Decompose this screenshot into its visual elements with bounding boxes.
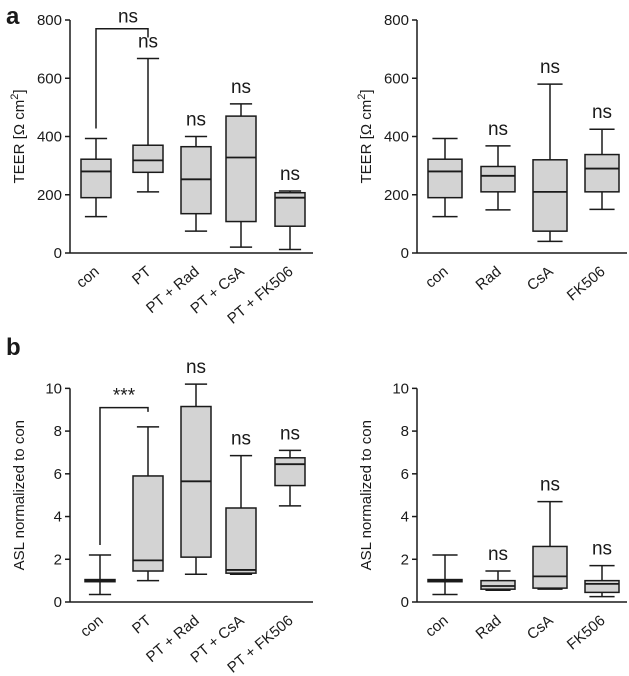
x-category-label: con [77,612,106,641]
x-category-label: PT [129,612,155,637]
y-tick-label: 800 [37,12,62,29]
bracket-significance-label: *** [113,386,136,407]
y-tick-label: 400 [384,129,409,146]
y-axis-label: ASL normalized to con [358,420,375,570]
x-category-label: con [422,612,451,641]
x-category-label: con [422,263,451,292]
y-tick-label: 10 [45,380,62,397]
box-iqr [132,475,164,572]
box-iqr [480,579,516,590]
x-category-label: Rad [473,263,505,294]
y-tick-label: 2 [54,551,62,568]
panel-label-b: b [6,334,21,361]
y-tick-label: 200 [37,187,62,204]
box-iqr [132,144,164,174]
y-axis-label-superscript: 2 [356,94,368,100]
y-axis-label: ASL normalized to con [11,420,28,570]
y-tick-label: 600 [37,70,62,87]
x-category-label: FK506 [564,612,609,653]
y-axis-label: TEER [Ω cm2] [9,89,28,183]
significance-label: ns [540,475,560,496]
box-iqr [225,507,257,574]
significance-label: ns [186,110,206,131]
x-category-label: PT [129,263,155,288]
y-tick-label: 8 [54,423,62,440]
y-tick-label: 8 [401,423,409,440]
significance-label: ns [231,429,251,450]
box-iqr [480,165,516,193]
comparison-bracket [95,27,149,129]
significance-label: ns [138,31,158,52]
y-tick-label: 4 [54,509,62,526]
x-category-label: CsA [524,612,557,643]
x-category-label: CsA [524,263,557,294]
y-axis-label-text: TEER [ [358,134,375,183]
box-iqr [584,153,620,193]
box-iqr [584,579,620,594]
significance-label: ns [231,77,251,98]
y-tick-label: 0 [401,245,409,262]
y-tick-label: 10 [392,380,409,397]
y-axis-label-close: ] [358,89,375,93]
y-tick-label: 600 [384,70,409,87]
y-axis-label-unit: Ω cm [11,100,28,135]
significance-label: ns [186,357,206,378]
box-iqr [225,115,257,223]
panel-label-a: a [6,3,20,30]
y-tick-label: 800 [384,12,409,29]
x-category-label: FK506 [564,263,609,304]
y-axis-label-superscript: 2 [9,94,21,100]
y-tick-label: 6 [54,466,62,483]
box-iqr [532,159,568,232]
significance-label: ns [592,539,612,560]
box-iqr [427,158,463,199]
y-tick-label: 400 [37,129,62,146]
y-tick-label: 0 [54,594,62,611]
box-iqr [532,545,568,589]
y-axis-label-unit: Ω cm [358,100,375,135]
significance-label: ns [280,423,300,444]
significance-label: ns [488,544,508,565]
significance-label: ns [488,119,508,140]
y-tick-label: 0 [401,594,409,611]
x-category-label: Rad [473,612,505,643]
significance-label: ns [592,102,612,123]
y-axis-label-close: ] [11,89,28,93]
y-axis-label: TEER [Ω cm2] [356,89,375,183]
significance-label: ns [280,164,300,185]
significance-label: ns [540,57,560,78]
y-axis-label-text: TEER [ [11,134,28,183]
y-tick-label: 6 [401,466,409,483]
comparison-bracket [99,406,149,545]
y-tick-label: 4 [401,509,409,526]
y-tick-label: 200 [384,187,409,204]
y-tick-label: 2 [401,551,409,568]
chart-teer-inhibitors: 0 200 400 600 800 TEER [Ω cm2] con ns Rad ns CsA ns… [356,12,627,304]
chart-asl-inhibitors: 0 2 4 6 8 10 ASL normalized to con con ns Rad ns Cs… [358,380,627,653]
bracket-significance-label: ns [118,7,138,28]
box-iqr [80,158,112,199]
y-tick-label: 0 [54,245,62,262]
x-category-label: con [73,263,102,292]
box-iqr [274,457,306,487]
